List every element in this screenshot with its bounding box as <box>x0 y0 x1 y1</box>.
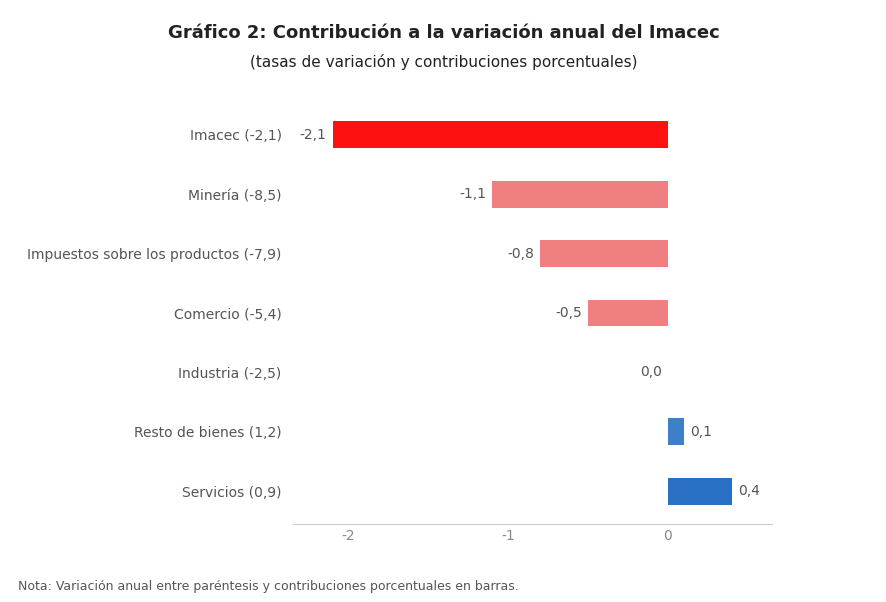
Text: Nota: Variación anual entre paréntesis y contribuciones porcentuales en barras.: Nota: Variación anual entre paréntesis y… <box>18 580 518 593</box>
Text: -2,1: -2,1 <box>299 128 326 142</box>
Bar <box>332 122 667 148</box>
Bar <box>667 418 683 445</box>
Text: 0,4: 0,4 <box>737 484 759 498</box>
Bar <box>587 300 667 326</box>
Bar <box>492 181 667 208</box>
Text: -0,8: -0,8 <box>507 247 533 261</box>
Text: (tasas de variación y contribuciones porcentuales): (tasas de variación y contribuciones por… <box>250 54 636 70</box>
Bar <box>540 240 667 267</box>
Text: 0,0: 0,0 <box>639 365 661 379</box>
Bar <box>667 478 731 504</box>
Text: 0,1: 0,1 <box>689 425 711 439</box>
Text: -0,5: -0,5 <box>555 306 581 320</box>
Text: Gráfico 2: Contribución a la variación anual del Imacec: Gráfico 2: Contribución a la variación a… <box>167 24 719 42</box>
Text: -1,1: -1,1 <box>458 187 486 201</box>
